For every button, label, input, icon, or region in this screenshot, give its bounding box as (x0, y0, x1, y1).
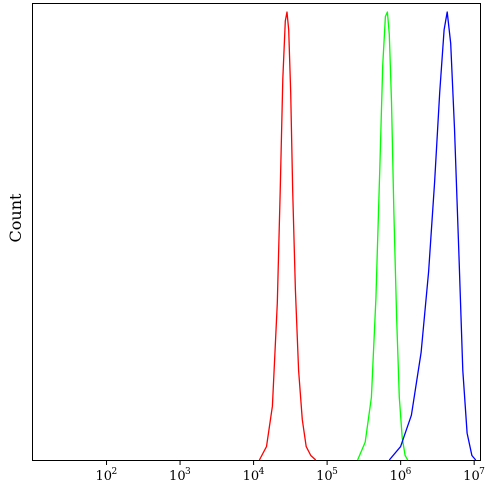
x-tick-label-4: 10 (316, 469, 333, 484)
x-tick-exponent-1: 2 (112, 467, 118, 477)
series-layer (258, 11, 477, 461)
x-tick-label-2: 10 (169, 469, 186, 484)
x-tick-exponent-2: 3 (185, 467, 191, 477)
series-line-2 (357, 11, 409, 461)
x-tick-label-5: 10 (390, 469, 407, 484)
plot-frame (32, 3, 481, 461)
x-axis-ticks: 10 2 10 3 10 4 10 5 10 6 10 7 (96, 460, 485, 484)
x-tick-label-6: 10 (463, 469, 480, 484)
x-tick-exponent-4: 5 (332, 467, 338, 477)
x-tick-exponent-6: 7 (479, 467, 485, 477)
x-tick-label-1: 10 (96, 469, 113, 484)
x-tick-exponent-5: 6 (406, 467, 412, 477)
y-axis-label: Count (6, 193, 25, 242)
x-tick-exponent-3: 4 (259, 467, 265, 477)
series-line-3 (388, 11, 477, 461)
series-line-1 (258, 11, 317, 461)
x-tick-label-3: 10 (243, 469, 260, 484)
